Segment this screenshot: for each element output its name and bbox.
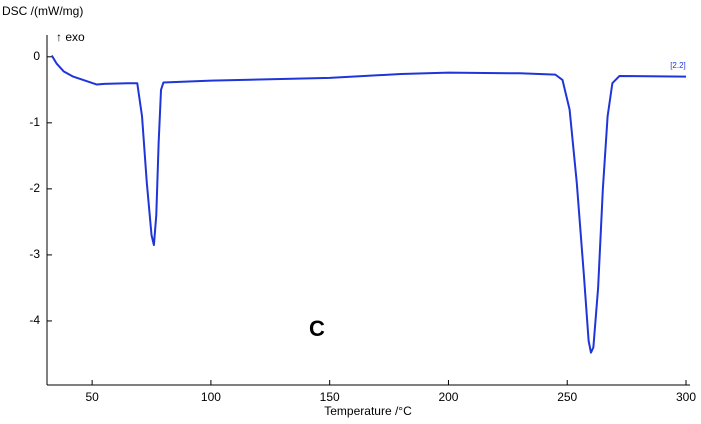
- y-tick-label: -4: [29, 313, 40, 327]
- y-tick-label: -1: [29, 115, 40, 129]
- x-tick-label: 150: [320, 390, 340, 404]
- x-tick-label: 300: [676, 390, 696, 404]
- x-axis-label: Temperature /°C: [324, 404, 412, 418]
- sample-label: C: [309, 316, 325, 341]
- x-tick-label: 50: [85, 390, 99, 404]
- exo-annotation: ↑ exo: [56, 30, 85, 44]
- dsc-curve: [50, 54, 687, 354]
- x-tick-label: 200: [438, 390, 458, 404]
- y-axis-label: DSC /(mW/mg): [2, 4, 83, 18]
- y-tick-label: -2: [29, 181, 40, 195]
- x-tick-label: 250: [557, 390, 577, 404]
- version-tag: [2.2]: [670, 61, 686, 70]
- x-tick-label: 100: [201, 390, 221, 404]
- y-tick-label: -3: [29, 247, 40, 261]
- y-tick-label: 0: [33, 49, 40, 63]
